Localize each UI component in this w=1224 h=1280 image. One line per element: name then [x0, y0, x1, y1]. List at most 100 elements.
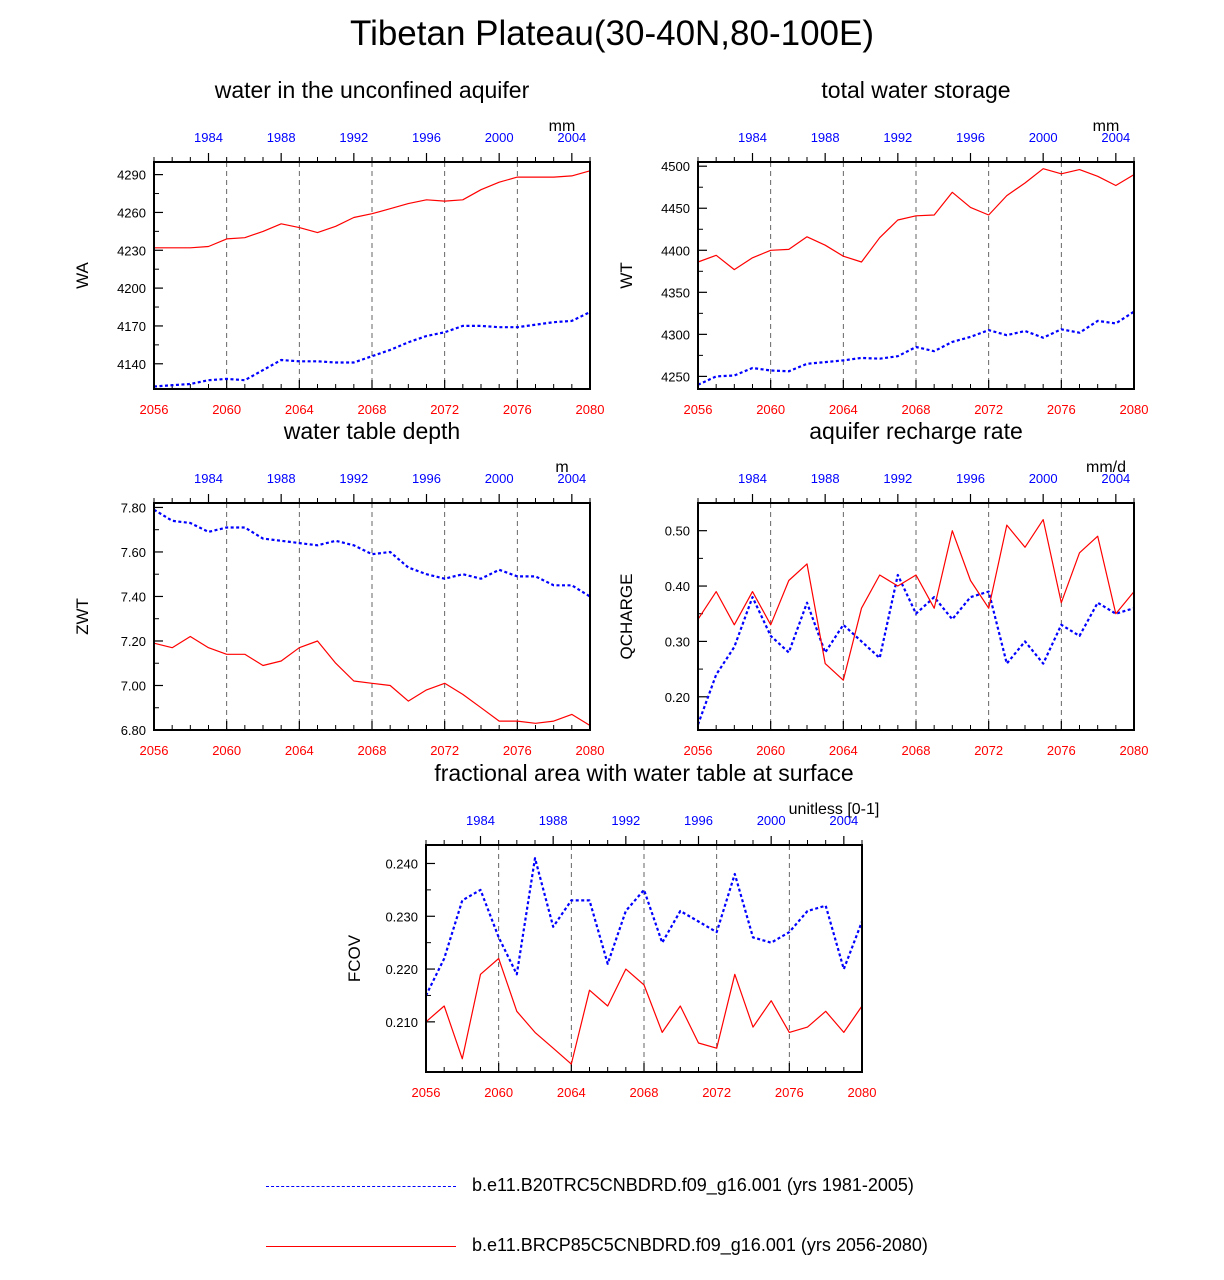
x-tick-label-top: 2000 [1029, 471, 1058, 486]
x-tick-label-top: 1992 [339, 130, 368, 145]
panel-fcov: fractional area with water table at surf… [345, 760, 879, 1100]
x-tick-label-bottom: 2060 [756, 402, 785, 417]
plot-frame [425, 844, 863, 1073]
y-tick-label: 4260 [117, 205, 146, 220]
x-tick-label-top: 1988 [267, 471, 296, 486]
x-tick-label-bottom: 2060 [756, 743, 785, 758]
x-tick-label-top: 1996 [412, 130, 441, 145]
y-tick-label: 7.80 [121, 500, 146, 515]
units-label: mm/d [1086, 459, 1126, 476]
y-tick-label: 4230 [117, 243, 146, 258]
series-line-historical [696, 573, 1135, 725]
legend-label-future: b.e11.BRCP85C5CNBDRD.f09_g16.001 (yrs 20… [472, 1235, 928, 1255]
panel-wa: water in the unconfined aquifer mm WA 2056 2… [73, 77, 604, 417]
y-tick-label: 7.40 [121, 589, 146, 604]
x-tick-label-bottom: 2076 [503, 402, 532, 417]
x-tick-label-bottom: 2076 [1047, 402, 1076, 417]
x-tick-label-top: 1984 [194, 471, 223, 486]
x-tick-label-top: 1984 [194, 130, 223, 145]
x-tick-label-bottom: 2072 [974, 743, 1003, 758]
panel-title: aquifer recharge rate [809, 418, 1023, 444]
x-tick-label-bottom: 2080 [1120, 402, 1149, 417]
x-tick-label-bottom: 2068 [902, 743, 931, 758]
series-line-historical [153, 508, 591, 598]
y-tick-label: 4350 [661, 285, 690, 300]
y-tick-label: 0.230 [385, 909, 418, 924]
y-tick-label: 0.50 [665, 524, 690, 539]
panel-zwt: water table depth m ZWT 2056 2060 2064 2068 207… [73, 418, 604, 758]
legend-line-historical [266, 1186, 456, 1187]
x-tick-label-bottom: 2080 [576, 402, 605, 417]
plot-frame [697, 161, 1135, 390]
y-tick-label: 0.220 [385, 962, 418, 977]
x-tick-label-top: 1992 [883, 130, 912, 145]
x-tick-label-top: 1996 [956, 130, 985, 145]
x-tick-label-top: 1996 [412, 471, 441, 486]
y-tick-label: 4250 [661, 369, 690, 384]
y-axis-label: QCHARGE [617, 574, 636, 660]
series-line-historical [697, 310, 1135, 386]
x-tick-label-top: 2004 [1101, 130, 1130, 145]
plot-frame [153, 502, 591, 731]
plot-frame [697, 502, 1135, 731]
x-tick-label-bottom: 2056 [412, 1085, 441, 1100]
x-tick-label-top: 1992 [611, 813, 640, 828]
x-tick-label-bottom: 2068 [358, 743, 387, 758]
y-tick-label: 4400 [661, 243, 690, 258]
series-line-future [425, 957, 863, 1065]
y-tick-label: 0.210 [385, 1015, 418, 1030]
x-tick-label-top: 1988 [539, 813, 568, 828]
panel-title: fractional area with water table at surf… [434, 760, 853, 786]
y-tick-label: 4170 [117, 319, 146, 334]
y-tick-label: 4500 [661, 159, 690, 174]
y-axis-label: WT [617, 262, 636, 288]
y-tick-label: 4300 [661, 327, 690, 342]
x-tick-label-top: 2004 [557, 130, 586, 145]
panel-title: water in the unconfined aquifer [214, 77, 530, 103]
x-tick-label-bottom: 2056 [140, 743, 169, 758]
x-tick-label-top: 2000 [1029, 130, 1058, 145]
x-tick-label-top: 1984 [738, 471, 767, 486]
legend: b.e11.B20TRC5CNBDRD.f09_g16.001 (yrs 198… [0, 1160, 1224, 1270]
x-tick-label-bottom: 2076 [1047, 743, 1076, 758]
plot-frame [153, 161, 591, 390]
x-tick-label-top: 2000 [485, 471, 514, 486]
series-line-future [697, 518, 1135, 681]
x-tick-label-bottom: 2060 [484, 1085, 513, 1100]
x-tick-label-top: 2000 [485, 130, 514, 145]
y-axis-label: FCOV [345, 934, 364, 982]
y-tick-label: 4140 [117, 357, 146, 372]
y-axis-label: WA [73, 261, 92, 288]
series-line-future [154, 170, 591, 249]
x-tick-label-top: 1992 [339, 471, 368, 486]
y-tick-label: 0.40 [665, 579, 690, 594]
units-label: m [555, 459, 568, 476]
x-tick-label-top: 1988 [267, 130, 296, 145]
panel-title: total water storage [821, 77, 1010, 103]
x-tick-label-bottom: 2076 [775, 1085, 804, 1100]
y-axis-label: ZWT [73, 598, 92, 635]
x-tick-label-bottom: 2056 [140, 402, 169, 417]
x-tick-label-top: 2004 [829, 813, 858, 828]
x-tick-label-bottom: 2064 [557, 1085, 586, 1100]
x-tick-label-top: 1988 [811, 130, 840, 145]
x-tick-label-bottom: 2064 [285, 402, 314, 417]
y-tick-label: 4200 [117, 281, 146, 296]
y-tick-label: 4450 [661, 201, 690, 216]
x-tick-label-top: 1988 [811, 471, 840, 486]
x-tick-label-top: 2000 [757, 813, 786, 828]
x-tick-label-top: 1996 [684, 813, 713, 828]
series-line-future [153, 635, 591, 727]
x-tick-label-top: 1984 [738, 130, 767, 145]
y-tick-label: 0.30 [665, 634, 690, 649]
x-tick-label-bottom: 2080 [848, 1085, 877, 1100]
x-tick-label-bottom: 2064 [829, 743, 858, 758]
y-tick-label: 7.60 [121, 545, 146, 560]
x-tick-label-bottom: 2068 [902, 402, 931, 417]
x-tick-label-bottom: 2056 [684, 402, 713, 417]
y-tick-label: 6.80 [121, 723, 146, 738]
y-tick-label: 7.00 [121, 678, 146, 693]
legend-label-historical: b.e11.B20TRC5CNBDRD.f09_g16.001 (yrs 198… [472, 1175, 914, 1195]
x-tick-label-top: 2004 [1101, 471, 1130, 486]
x-tick-label-bottom: 2072 [702, 1085, 731, 1100]
